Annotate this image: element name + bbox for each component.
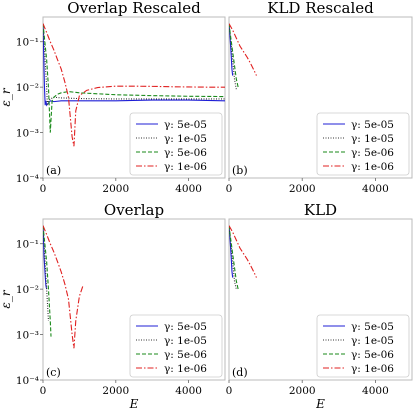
legend-label: γ: 5e-06 (164, 349, 207, 361)
series-line-4 (229, 23, 257, 76)
y-tick-label: 10⁻¹ (16, 239, 39, 251)
panel-b: KLD Rescaled 0 2000 4000 (b) γ: 5e-05 γ: 1e-05… (226, 0, 413, 195)
series-line-2 (43, 23, 225, 106)
series-line-3 (43, 225, 52, 337)
x-tick-label: 0 (226, 385, 233, 397)
series-group (229, 23, 257, 90)
legend-label: γ: 5e-06 (164, 147, 207, 159)
legend-label: γ: 1e-05 (351, 133, 394, 145)
x-tick-label: 0 (226, 183, 233, 195)
x-tick-label: 0 (40, 385, 47, 397)
legend: γ: 5e-05 γ: 1e-05 γ: 5e-06 γ: 1e-06 (129, 112, 223, 176)
y-tick-label: 10⁻⁴ (16, 375, 39, 387)
legend-label: γ: 1e-06 (351, 161, 394, 173)
panel-title: KLD Rescaled (267, 0, 374, 17)
y-axis-label: ε_r (0, 87, 13, 106)
legend-label: γ: 5e-06 (351, 349, 394, 361)
x-tick-label: 2000 (289, 385, 316, 397)
x-tick-label: 4000 (175, 183, 202, 195)
y-axis-label: ε_r (0, 289, 13, 308)
series-line-4 (43, 23, 225, 147)
legend-label: γ: 5e-05 (164, 321, 207, 333)
axes-frame (228, 218, 413, 381)
panel-a: Overlap Rescaled 0 2000 4000 10⁻⁴ 10⁻³ 10⁻² 10⁻… (0, 0, 226, 195)
axes-frame (228, 16, 413, 179)
panel-tag: (c) (46, 366, 61, 379)
x-axis-label: E (129, 397, 139, 411)
panel-title: Overlap Rescaled (67, 0, 201, 17)
legend-label: γ: 5e-05 (351, 321, 394, 333)
x-tick-label: 2000 (102, 385, 129, 397)
legend: γ: 5e-05 γ: 1e-05 γ: 5e-06 γ: 1e-06 (129, 314, 223, 378)
legend-box (129, 314, 223, 378)
panel-tag: (d) (232, 366, 248, 379)
legend-box (129, 112, 223, 176)
panel-title: Overlap (104, 201, 164, 219)
panel-title: KLD (304, 201, 337, 219)
series-line-3 (229, 23, 239, 88)
x-tick-label: 2000 (102, 183, 129, 195)
legend-label: γ: 1e-06 (164, 161, 207, 173)
legend-label: γ: 1e-05 (164, 335, 207, 347)
y-tick-label: 10⁻³ (16, 128, 39, 140)
y-tick-label: 10⁻² (16, 284, 39, 296)
legend-label: γ: 5e-05 (164, 119, 207, 131)
series-line-4 (229, 225, 257, 278)
series-group (229, 225, 257, 290)
axes-frame (42, 16, 226, 179)
legend-label: γ: 5e-05 (351, 119, 394, 131)
series-group (43, 23, 225, 147)
legend-label: γ: 5e-06 (351, 147, 394, 159)
y-tick-label: 10⁻³ (16, 330, 39, 342)
x-axis-label: E (315, 397, 325, 411)
series-line-2 (43, 225, 50, 321)
x-tick-label: 4000 (362, 385, 389, 397)
legend-box (316, 112, 410, 176)
axes-frame (42, 218, 226, 381)
x-tick-label: 2000 (289, 183, 316, 195)
panel-d: KLD 0 2000 4000 E (d) γ: 5e-05 γ: 1e-05 γ: 5e-06… (226, 201, 413, 411)
legend-label: γ: 1e-06 (351, 363, 394, 375)
y-tick-label: 10⁻¹ (16, 37, 39, 49)
legend-label: γ: 1e-06 (164, 363, 207, 375)
y-tick-label: 10⁻⁴ (16, 173, 39, 185)
series-line-1 (43, 225, 48, 290)
x-tick-label: 4000 (362, 183, 389, 195)
legend: γ: 5e-05 γ: 1e-05 γ: 5e-06 γ: 1e-06 (316, 112, 410, 176)
x-tick-label: 4000 (175, 385, 202, 397)
legend-label: γ: 1e-05 (164, 133, 207, 145)
panel-c: Overlap 0 2000 4000 10⁻⁴ 10⁻³ 10⁻² 10⁻¹ Eε_r (c) γ… (0, 201, 226, 411)
series-group (43, 225, 84, 349)
y-tick-label: 10⁻² (16, 82, 39, 94)
x-tick-label: 0 (40, 183, 47, 195)
legend-label: γ: 1e-05 (351, 335, 394, 347)
series-line-3 (229, 225, 239, 290)
legend-box (316, 314, 410, 378)
series-line-3 (43, 23, 225, 133)
legend: γ: 5e-05 γ: 1e-05 γ: 5e-06 γ: 1e-06 (316, 314, 410, 378)
panel-tag: (b) (232, 164, 248, 177)
panel-tag: (a) (46, 164, 61, 177)
series-line-1 (43, 23, 225, 107)
series-line-4 (43, 225, 84, 349)
